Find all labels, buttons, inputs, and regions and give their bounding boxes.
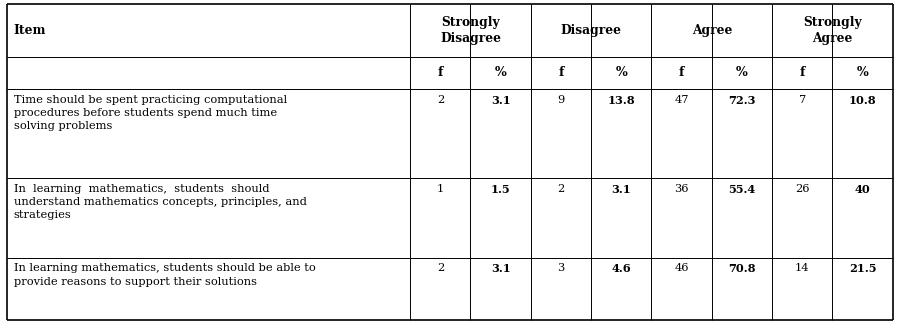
- Text: 3.1: 3.1: [611, 184, 631, 195]
- Text: 26: 26: [795, 184, 810, 194]
- Text: 9: 9: [557, 95, 564, 105]
- Text: Strongly
Agree: Strongly Agree: [803, 16, 862, 45]
- Text: 3: 3: [557, 263, 564, 273]
- Text: In learning mathematics, students should be able to
provide reasons to support t: In learning mathematics, students should…: [14, 263, 315, 287]
- Text: %: %: [495, 66, 507, 79]
- Text: 70.8: 70.8: [728, 263, 756, 274]
- Text: 2: 2: [436, 95, 444, 105]
- Text: 1.5: 1.5: [491, 184, 510, 195]
- Text: %: %: [857, 66, 868, 79]
- Text: Disagree: Disagree: [561, 24, 622, 37]
- Text: Agree: Agree: [691, 24, 732, 37]
- Text: 3.1: 3.1: [491, 263, 510, 274]
- Text: 55.4: 55.4: [728, 184, 756, 195]
- Text: Strongly
Disagree: Strongly Disagree: [440, 16, 501, 45]
- Text: f: f: [679, 66, 684, 79]
- Text: 10.8: 10.8: [849, 95, 877, 106]
- Text: 3.1: 3.1: [491, 95, 510, 106]
- Text: 72.3: 72.3: [728, 95, 756, 106]
- Text: 46: 46: [674, 263, 688, 273]
- Text: Time should be spent practicing computational
procedures before students spend m: Time should be spent practicing computat…: [14, 95, 286, 131]
- Text: f: f: [558, 66, 563, 79]
- Text: %: %: [736, 66, 748, 79]
- Text: 2: 2: [436, 263, 444, 273]
- Text: 7: 7: [798, 95, 806, 105]
- Text: 21.5: 21.5: [849, 263, 877, 274]
- Text: 36: 36: [674, 184, 688, 194]
- Text: 2: 2: [557, 184, 564, 194]
- Text: f: f: [799, 66, 805, 79]
- Text: 40: 40: [855, 184, 870, 195]
- Text: In  learning  mathematics,  students  should
understand mathematics concepts, pr: In learning mathematics, students should…: [14, 184, 306, 220]
- Text: Item: Item: [14, 24, 46, 37]
- Text: %: %: [616, 66, 627, 79]
- Text: 14: 14: [795, 263, 810, 273]
- Text: f: f: [437, 66, 443, 79]
- Text: 13.8: 13.8: [608, 95, 635, 106]
- Text: 1: 1: [436, 184, 444, 194]
- Text: 4.6: 4.6: [611, 263, 631, 274]
- Text: 47: 47: [674, 95, 688, 105]
